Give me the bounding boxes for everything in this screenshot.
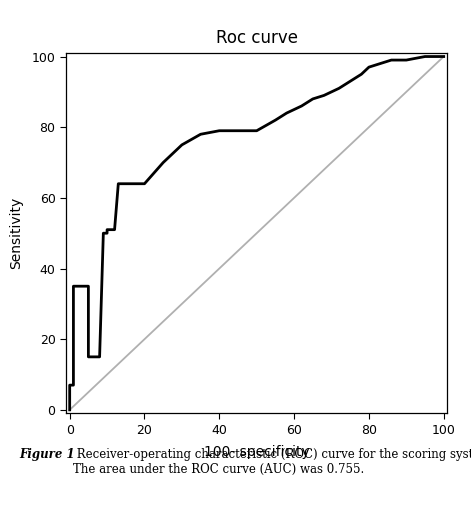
Y-axis label: Sensitivity: Sensitivity [9, 197, 24, 269]
Text: Receiver-operating characteristic (ROC) curve for the scoring system.
The area u: Receiver-operating characteristic (ROC) … [73, 448, 471, 476]
X-axis label: 100- specificity: 100- specificity [204, 445, 309, 459]
Title: Roc curve: Roc curve [216, 29, 298, 47]
Text: Figure 1: Figure 1 [19, 448, 74, 461]
